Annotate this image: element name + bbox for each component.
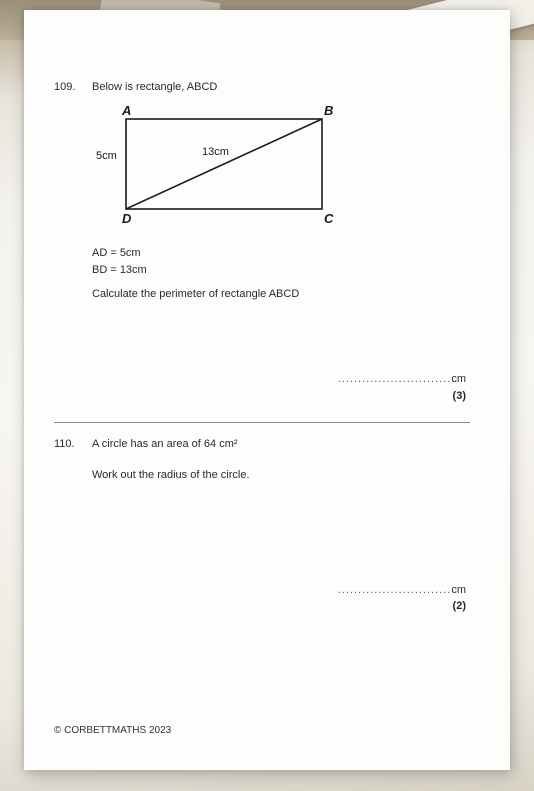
vertex-b-label: B bbox=[324, 103, 333, 118]
copyright-footer: © CORBETTMATHS 2023 bbox=[54, 725, 171, 736]
instruction-109: Calculate the perimeter of rectangle ABC… bbox=[92, 287, 470, 302]
vertex-d-label: D bbox=[122, 211, 132, 226]
vertex-a-label: A bbox=[121, 103, 131, 118]
marks-109: (3) bbox=[54, 389, 470, 404]
answer-dots: ............................ bbox=[338, 373, 452, 385]
question-number: 110. bbox=[54, 437, 82, 452]
question-intro: Below is rectangle, ABCD bbox=[92, 80, 470, 95]
worksheet-page: 109. Below is rectangle, ABCD A B C D 5c… bbox=[24, 10, 510, 770]
question-109: 109. Below is rectangle, ABCD A B C D 5c… bbox=[54, 80, 470, 404]
answer-line-110: ............................cm bbox=[54, 583, 470, 598]
marks-110: (2) bbox=[54, 599, 470, 614]
question-number: 109. bbox=[54, 80, 82, 95]
answer-unit: cm bbox=[451, 584, 466, 596]
diagonal-line bbox=[126, 119, 322, 209]
answer-unit: cm bbox=[451, 373, 466, 385]
question-line1: A circle has an area of 64 cm² bbox=[92, 437, 470, 452]
vertex-c-label: C bbox=[324, 211, 334, 226]
rectangle-diagram: A B C D 5cm 13cm bbox=[92, 101, 470, 236]
question-divider bbox=[54, 422, 470, 423]
diagonal-length-label: 13cm bbox=[202, 146, 229, 158]
side-length-label: 5cm bbox=[96, 150, 117, 162]
question-line2: Work out the radius of the circle. bbox=[92, 468, 470, 483]
answer-dots: ............................ bbox=[338, 584, 452, 596]
question-110: 110. A circle has an area of 64 cm² Work… bbox=[54, 437, 470, 614]
given-ad: AD = 5cm bbox=[92, 246, 470, 261]
answer-line-109: ............................cm bbox=[54, 372, 470, 387]
given-bd: BD = 13cm bbox=[92, 263, 470, 278]
